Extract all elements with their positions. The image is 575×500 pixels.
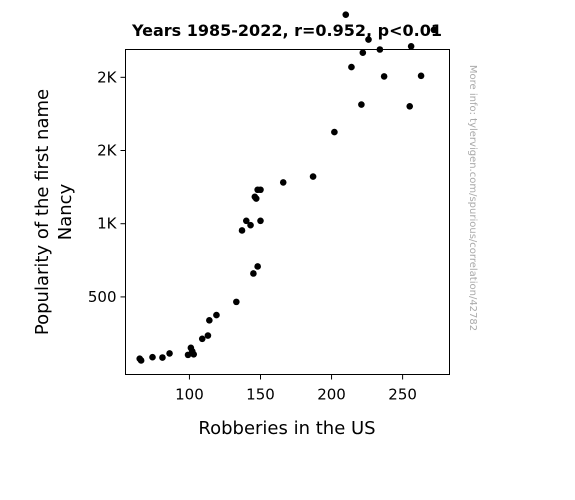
plot-area bbox=[125, 49, 450, 375]
data-point bbox=[342, 11, 350, 18]
x-axis-label: Robberies in the US bbox=[198, 418, 375, 439]
data-point bbox=[359, 49, 367, 57]
y-axis: 500 1K 2K 2K bbox=[88, 68, 126, 306]
data-point bbox=[430, 26, 438, 34]
data-point bbox=[257, 186, 264, 194]
data-point bbox=[166, 350, 173, 357]
x-axis: 100 150 200 250 bbox=[175, 374, 417, 404]
data-point bbox=[309, 173, 317, 180]
data-point bbox=[406, 103, 414, 110]
data-point bbox=[213, 311, 220, 319]
x-tick-label: 250 bbox=[388, 386, 417, 404]
data-point bbox=[380, 73, 388, 80]
data-point bbox=[190, 350, 198, 358]
data-point bbox=[407, 42, 415, 50]
data-points bbox=[136, 11, 438, 364]
data-point bbox=[206, 317, 213, 324]
y-tick-label: 2K bbox=[97, 142, 118, 160]
data-point bbox=[417, 72, 425, 80]
data-point bbox=[376, 46, 384, 53]
watermark-text: More info: tylervigen.com/spurious/corre… bbox=[467, 65, 478, 331]
x-tick-label: 200 bbox=[317, 386, 346, 404]
data-point bbox=[358, 101, 365, 108]
data-point bbox=[149, 353, 156, 361]
data-point bbox=[257, 217, 264, 225]
data-point bbox=[242, 217, 250, 225]
y-axis-label-line-2: Nancy bbox=[55, 183, 76, 240]
y-tick-label: 2K bbox=[97, 68, 118, 86]
data-point bbox=[250, 270, 257, 277]
y-tick-label: 1K bbox=[97, 215, 118, 233]
data-point bbox=[198, 335, 206, 343]
data-point bbox=[348, 63, 355, 71]
y-axis-label: Popularity of the first name bbox=[32, 89, 53, 335]
y-tick-label: 500 bbox=[88, 288, 117, 306]
data-point bbox=[159, 354, 166, 361]
chart-title: Years 1985-2022, r=0.952, p<0.01 bbox=[131, 21, 442, 40]
data-point bbox=[365, 36, 372, 43]
x-tick-label: 100 bbox=[175, 386, 204, 404]
data-point bbox=[254, 263, 261, 270]
data-point bbox=[137, 357, 145, 364]
data-point bbox=[204, 332, 212, 339]
data-point bbox=[252, 195, 260, 202]
data-point bbox=[238, 227, 246, 234]
data-point bbox=[233, 298, 240, 306]
data-point bbox=[331, 128, 338, 136]
data-point bbox=[247, 221, 254, 229]
data-point bbox=[279, 179, 287, 186]
x-tick-label: 150 bbox=[246, 386, 275, 404]
